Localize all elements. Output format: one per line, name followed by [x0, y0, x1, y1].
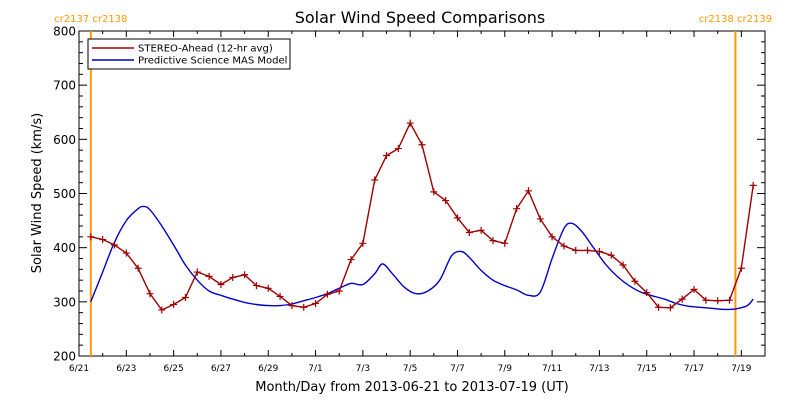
data-point-stereo: [205, 272, 213, 280]
x-tick-label: 7/17: [684, 364, 704, 374]
data-point-stereo: [607, 251, 615, 259]
data-point-stereo: [371, 176, 379, 184]
data-point-stereo: [229, 273, 237, 281]
x-tick-label: 7/1: [308, 364, 322, 374]
data-point-stereo: [288, 302, 296, 310]
data-point-stereo: [690, 285, 698, 293]
x-tick-label: 7/15: [637, 364, 657, 374]
data-point-stereo: [501, 239, 509, 247]
data-point-stereo: [678, 295, 686, 303]
data-point-stereo: [146, 290, 154, 298]
data-point-stereo: [394, 145, 402, 153]
y-tick-label: 300: [53, 295, 76, 309]
x-tick-label: 7/5: [403, 364, 417, 374]
series-line-mas: [90, 205, 754, 311]
data-point-stereo: [453, 214, 461, 222]
data-point-stereo: [87, 233, 95, 241]
data-point-stereo: [477, 226, 485, 234]
legend-label-mas: Predictive Science MAS Model: [138, 56, 287, 67]
data-point-stereo: [524, 187, 532, 195]
data-point-stereo: [193, 268, 201, 276]
x-tick-label: 6/23: [116, 364, 136, 374]
data-point-stereo: [122, 249, 130, 257]
data-point-stereo: [572, 246, 580, 254]
data-point-stereo: [666, 304, 674, 312]
x-axis: 6/21 6/23 6/25 6/27 6/29 7/1 7/3 7/5 7/7 7/9 7/11 7…: [69, 31, 752, 374]
data-point-stereo: [595, 247, 603, 255]
x-tick-label: 6/25: [164, 364, 184, 374]
data-point-stereo: [312, 299, 320, 307]
data-point-stereo: [359, 239, 367, 247]
y-tick-label: 700: [53, 79, 76, 93]
x-tick-label: 7/11: [542, 364, 562, 374]
data-point-stereo: [631, 277, 639, 285]
data-point-stereo: [489, 237, 497, 245]
data-point-stereo: [643, 289, 651, 297]
rotation-marker-label: cr2138 cr2139: [699, 14, 772, 25]
data-point-stereo: [513, 205, 521, 213]
legend-label-stereo: STEREO-Ahead (12-hr avg): [138, 44, 273, 55]
data-point-stereo: [347, 256, 355, 264]
x-tick-label: 7/7: [450, 364, 464, 374]
x-axis-label: Month/Day from 2013-06-21 to 2013-07-19 …: [255, 380, 568, 395]
y-tick-label: 800: [53, 25, 76, 39]
x-tick-label: 6/27: [211, 364, 231, 374]
y-axis: 200 300 400 500 600 700 800: [53, 25, 765, 364]
data-point-stereo: [536, 215, 544, 223]
x-tick-label: 7/19: [731, 364, 751, 374]
legend-box: [87, 38, 291, 70]
data-point-stereo: [264, 284, 272, 292]
legend: STEREO-Ahead (12-hr avg) Predictive Scie…: [87, 38, 291, 70]
series-layer: [87, 119, 757, 314]
data-point-stereo: [241, 271, 249, 279]
data-point-stereo: [134, 264, 142, 272]
data-point-stereo: [560, 242, 568, 250]
y-tick-label: 600: [53, 133, 76, 147]
data-point-stereo: [584, 246, 592, 254]
data-point-stereo: [110, 241, 118, 249]
data-point-stereo: [714, 297, 722, 305]
carrington-rotation-markers: cr2137 cr2138 cr2138 cr2139: [54, 14, 772, 356]
data-point-stereo: [300, 303, 308, 311]
x-tick-label: 7/9: [498, 364, 513, 374]
data-point-stereo: [323, 290, 331, 298]
data-point-stereo: [702, 296, 710, 304]
data-point-stereo: [335, 287, 343, 295]
data-point-stereo: [252, 282, 260, 290]
data-point-stereo: [170, 301, 178, 309]
data-point-stereo: [726, 296, 734, 304]
data-point-stereo: [276, 292, 284, 300]
data-point-stereo: [99, 236, 107, 244]
data-point-stereo: [217, 281, 225, 288]
data-point-stereo: [465, 229, 473, 236]
data-point-stereo: [737, 264, 745, 272]
x-tick-label: 7/3: [356, 364, 370, 374]
x-tick-label: 6/21: [69, 364, 89, 374]
data-point-stereo: [548, 233, 556, 241]
data-point-stereo: [158, 306, 166, 314]
data-point-stereo: [383, 152, 391, 160]
y-axis-label: Solar Wind Speed (km/s): [30, 113, 45, 273]
data-point-stereo: [430, 188, 438, 196]
data-point-stereo: [181, 294, 189, 301]
x-tick-label: 6/29: [258, 364, 278, 374]
data-point-stereo: [406, 119, 414, 127]
x-tick-label: 7/13: [589, 364, 609, 374]
data-point-stereo: [442, 197, 450, 205]
data-point-stereo: [749, 181, 757, 189]
y-tick-label: 200: [53, 350, 76, 364]
y-tick-label: 500: [53, 187, 76, 201]
y-tick-label: 400: [53, 241, 76, 255]
data-point-stereo: [619, 261, 627, 269]
rotation-marker-label: cr2137 cr2138: [54, 14, 127, 25]
data-point-stereo: [418, 141, 426, 149]
data-point-stereo: [655, 303, 663, 311]
chart-title: Solar Wind Speed Comparisons: [295, 8, 546, 27]
